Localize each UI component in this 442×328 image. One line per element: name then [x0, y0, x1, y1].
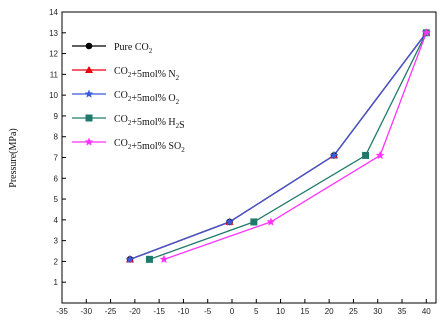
y-tick-label: 7 — [54, 154, 59, 163]
legend: Pure CO2 CO2+5mol% N2 CO2+5mol% O2 CO2+5mol… — [72, 42, 185, 154]
y-tick-label: 2 — [54, 257, 59, 266]
legend-label: CO2+5mol% SO2 — [114, 138, 185, 154]
legend-marker — [85, 66, 93, 73]
legend-label: CO2+5mol% N2 — [114, 66, 180, 82]
y-tick-label: 5 — [54, 195, 59, 204]
x-tick-label: -30 — [81, 307, 93, 316]
y-tick-label: 8 — [54, 133, 59, 142]
series-line-2 — [129, 32, 427, 261]
x-tick-label: 0 — [230, 307, 235, 316]
x-tick-label: 25 — [349, 307, 358, 316]
data-point-4-3 — [422, 28, 431, 37]
x-tick-label: 10 — [276, 307, 285, 316]
series-markers — [125, 28, 431, 263]
y-tick-label: 11 — [50, 70, 59, 79]
data-point-3-0 — [145, 255, 153, 263]
y-tick-label: 12 — [49, 50, 58, 59]
legend-marker — [84, 89, 94, 98]
x-tick-label: -20 — [129, 307, 141, 316]
x-tick-label: 15 — [300, 307, 309, 316]
y-tick-label: 13 — [49, 29, 58, 38]
data-point-3-1 — [250, 218, 258, 226]
y-tick-label: 1 — [54, 278, 59, 287]
data-point-4-0 — [159, 254, 169, 263]
x-tick-label: -15 — [153, 307, 165, 316]
data-point-4-2 — [375, 150, 385, 160]
x-tick-label: 40 — [422, 307, 431, 316]
x-tick-label: 20 — [325, 307, 334, 316]
legend-label: CO2+5mol% O2 — [114, 90, 180, 106]
axis-ticks: -35 -30 -25 -20 -15 -10 -5 0 5 10 15 20 25 30 35 401234… — [49, 8, 431, 316]
y-axis-label: Pressure(MPa) — [8, 128, 19, 187]
legend-item: CO2+5mol% H2S — [72, 114, 185, 131]
legend-item: CO2+5mol% O2 — [72, 89, 180, 106]
x-tick-label: 30 — [373, 307, 382, 316]
data-point-4-1 — [266, 217, 276, 226]
legend-label: Pure CO2 — [114, 42, 153, 55]
legend-marker — [85, 42, 93, 50]
series-line-4 — [163, 32, 427, 261]
data-point-2-2 — [329, 150, 339, 160]
y-tick-label: 6 — [54, 174, 59, 183]
data-point-2-1 — [225, 217, 234, 226]
x-tick-label: -10 — [178, 307, 190, 316]
data-point-3-2 — [362, 151, 370, 159]
y-tick-label: 9 — [54, 112, 59, 121]
x-tick-label: 35 — [398, 307, 407, 316]
y-tick-label: 3 — [54, 237, 59, 246]
y-tick-label: 4 — [54, 216, 59, 225]
series-lines — [129, 32, 427, 261]
legend-item: Pure CO2 — [72, 42, 153, 55]
legend-label: CO2+5mol% H2S — [114, 114, 185, 131]
y-tick-label: 10 — [49, 91, 58, 100]
x-tick-label: -5 — [204, 307, 212, 316]
series-line-3 — [149, 32, 427, 261]
legend-item: CO2+5mol% SO2 — [72, 137, 185, 154]
legend-marker — [85, 114, 93, 122]
legend-marker — [84, 137, 94, 146]
legend-item: CO2+5mol% N2 — [72, 66, 180, 82]
x-tick-label: -35 — [56, 307, 68, 316]
x-tick-label: -25 — [105, 307, 117, 316]
y-tick-label: 14 — [49, 8, 58, 17]
data-point-2-0 — [125, 254, 135, 263]
x-tick-label: 5 — [254, 307, 259, 316]
